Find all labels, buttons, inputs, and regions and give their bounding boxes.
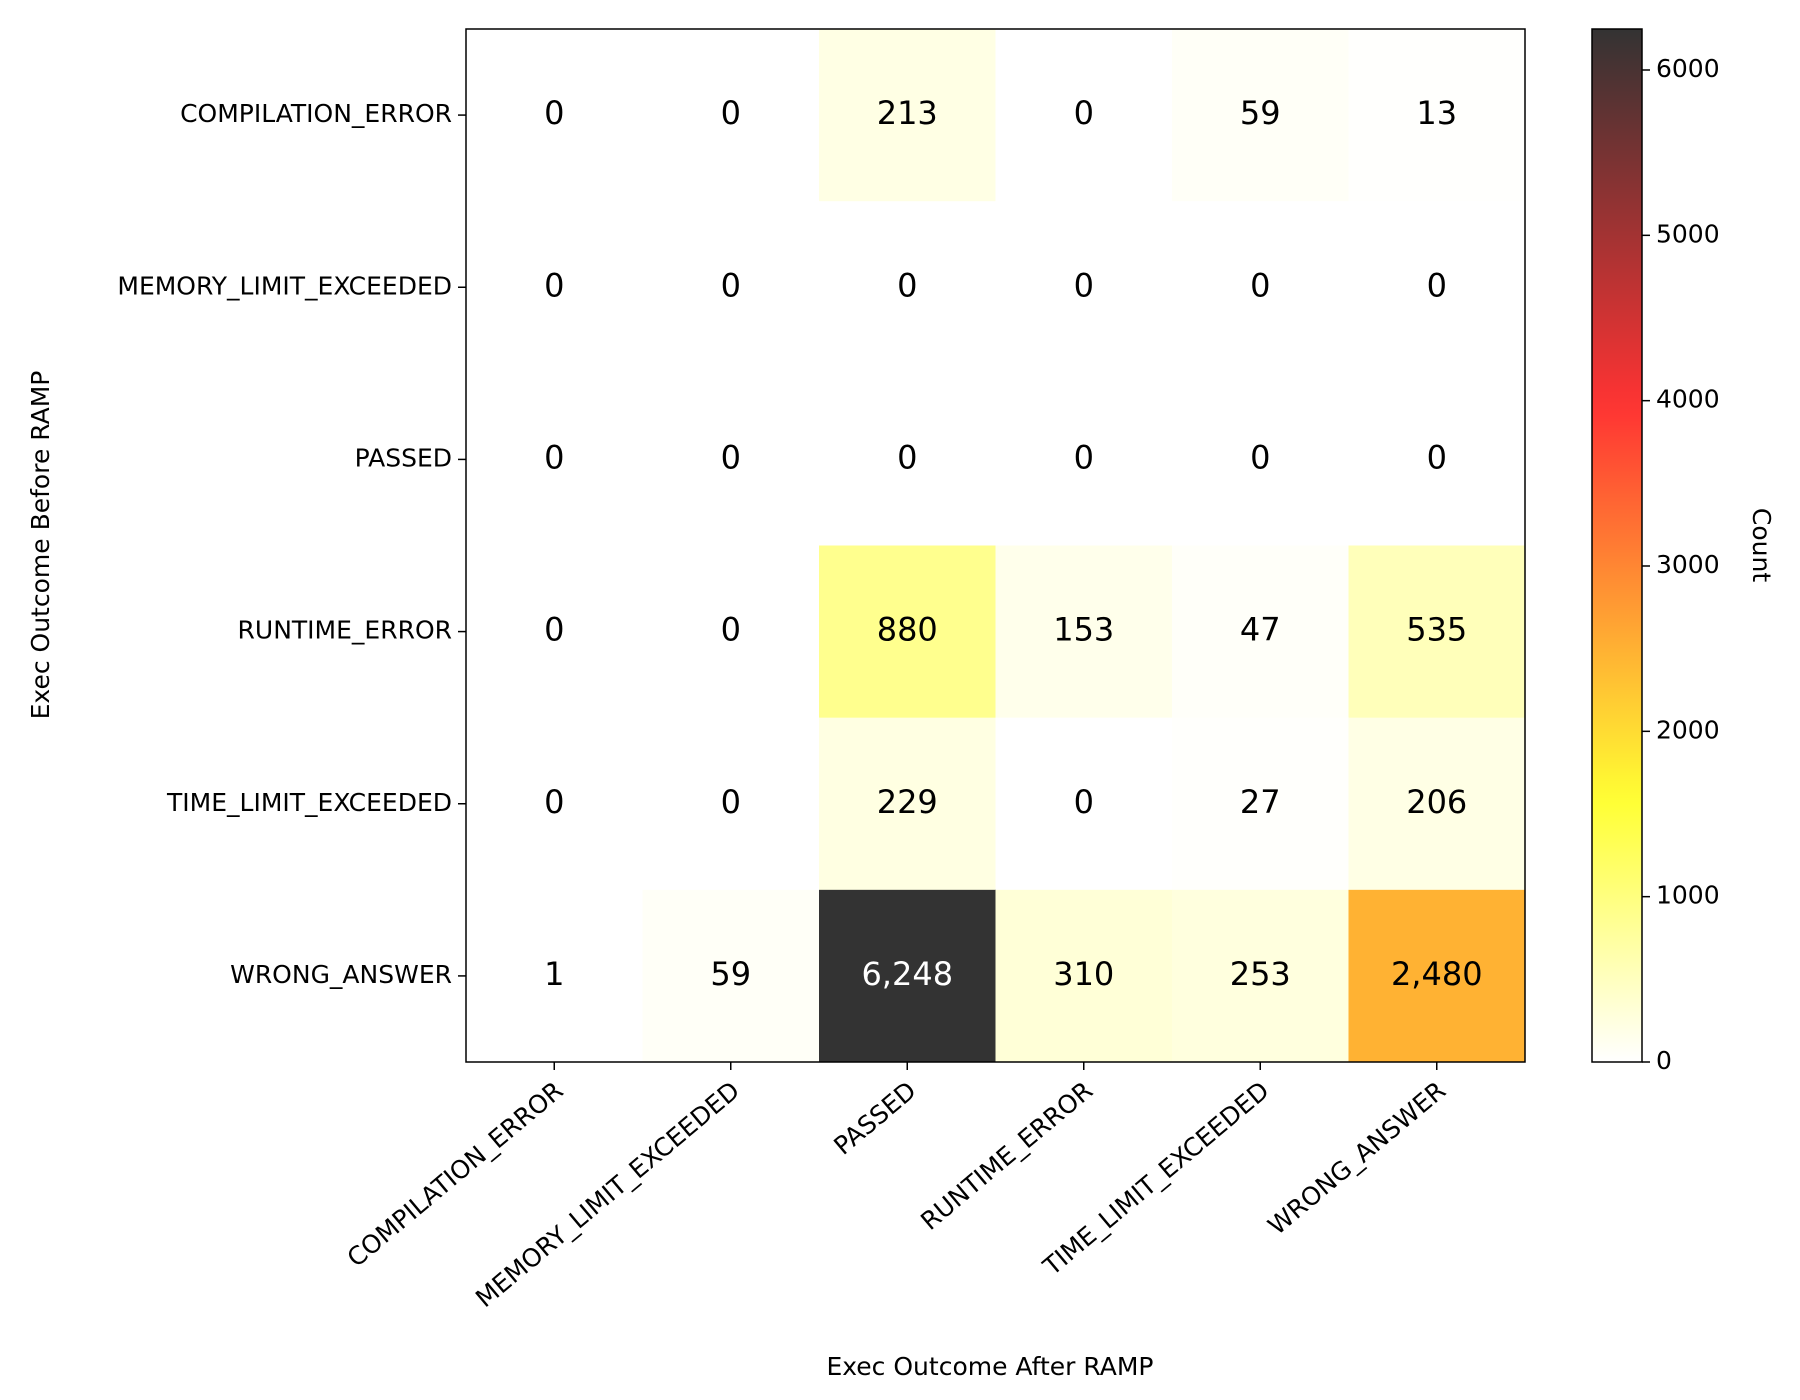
heatmap-cell: [642, 201, 820, 374]
cell-label: 47: [1240, 611, 1281, 649]
heatmap-cell: [466, 201, 643, 374]
colorbar: [1591, 28, 1643, 1063]
heatmap-cell: [642, 545, 820, 719]
cell-label: 0: [721, 611, 741, 649]
heatmap-cell: [995, 29, 1173, 202]
heatmap-cell: [1172, 889, 1349, 1063]
x-tick-label: RUNTIME_ERROR: [915, 1076, 1098, 1236]
cell-label: 0: [1250, 438, 1270, 476]
colorbar-tick-label: 4000: [1656, 385, 1720, 414]
cell-label: 0: [897, 438, 917, 476]
cell-label: 0: [1427, 438, 1447, 476]
heatmap-cell: [1348, 201, 1526, 374]
x-axis-title: Exec Outcome After RAMP: [826, 1352, 1153, 1381]
y-tick-label: COMPILATION_ERROR: [180, 99, 452, 128]
colorbar-tick-label: 2000: [1656, 715, 1720, 744]
cell-label: 229: [877, 783, 938, 821]
colorbar-tick-label: 1000: [1656, 881, 1720, 910]
x-tick-label: PASSED: [828, 1076, 921, 1161]
cell-label: 253: [1230, 955, 1291, 993]
cell-label: 0: [544, 783, 564, 821]
cell-label: 535: [1406, 611, 1467, 649]
heatmap-cell: [1172, 545, 1349, 719]
heatmap-cell: [819, 29, 996, 202]
cell-label: 27: [1240, 783, 1281, 821]
y-tick-label: TIME_LIMIT_EXCEEDED: [166, 788, 452, 817]
cell-label: 0: [1074, 438, 1094, 476]
cell-label: 0: [544, 94, 564, 132]
colorbar-label: Count: [1747, 508, 1776, 582]
heatmap-cell: [466, 717, 643, 891]
plot-frame: [465, 28, 1526, 1063]
cell-label: 0: [721, 783, 741, 821]
heatmap-cell: [642, 889, 820, 1063]
colorbar-tick-label: 6000: [1656, 54, 1720, 83]
heatmap-cell: [1348, 889, 1526, 1063]
cell-label: 0: [721, 438, 741, 476]
colorbar-tick-label: 3000: [1656, 550, 1720, 579]
cell-label: 310: [1053, 955, 1114, 993]
heatmap-cell: [466, 29, 643, 202]
heatmap-cell: [466, 545, 643, 719]
cell-label: 13: [1416, 94, 1457, 132]
cell-label: 0: [1074, 783, 1094, 821]
cell-label: 0: [544, 611, 564, 649]
colorbar-tick-label: 5000: [1656, 219, 1720, 248]
heatmap-cell: [1172, 29, 1349, 202]
cell-label: 59: [710, 955, 751, 993]
heatmap-cell: [1348, 373, 1526, 546]
heatmap-cell: [466, 889, 643, 1063]
heatmap-cell: [642, 717, 820, 891]
heatmap-cell: [995, 889, 1173, 1063]
heatmap-cell: [819, 201, 996, 374]
cell-label: 0: [1250, 266, 1270, 304]
y-tick-label: WRONG_ANSWER: [230, 960, 452, 989]
heatmap-cell: [1172, 201, 1349, 374]
heatmap-cell: [995, 545, 1173, 719]
heatmap-cell: [819, 889, 996, 1063]
cell-label: 59: [1240, 94, 1281, 132]
y-tick-label: RUNTIME_ERROR: [238, 616, 452, 645]
heatmap-cell: [819, 717, 996, 891]
heatmap-cell: [642, 29, 820, 202]
cell-label: 0: [721, 94, 741, 132]
heatmap-cell: [642, 373, 820, 546]
cell-label: 206: [1406, 783, 1467, 821]
y-tick-label: MEMORY_LIMIT_EXCEEDED: [117, 271, 452, 300]
cell-label: 0: [1074, 94, 1094, 132]
heatmap-cell: [1348, 545, 1526, 719]
cell-label: 1: [544, 955, 564, 993]
heatmap-cell: [1348, 29, 1526, 202]
y-axis-title: Exec Outcome Before RAMP: [26, 371, 55, 720]
cell-label: 0: [544, 266, 564, 304]
heatmap-cell: [995, 373, 1173, 546]
cell-label: 0: [721, 266, 741, 304]
heatmap-cell: [819, 545, 996, 719]
cell-label: 213: [877, 94, 938, 132]
cell-label: 2,480: [1391, 955, 1483, 993]
cell-label: 153: [1053, 611, 1114, 649]
y-tick-label: PASSED: [355, 443, 452, 472]
x-tick-label: WRONG_ANSWER: [1262, 1076, 1451, 1241]
heatmap-cell: [1172, 373, 1349, 546]
heatmap-cell: [995, 201, 1173, 374]
heatmap-cell: [995, 717, 1173, 891]
heatmap-cell: [466, 373, 643, 546]
heatmap-cell: [819, 373, 996, 546]
cell-label: 0: [1074, 266, 1094, 304]
heatmap-cell: [1348, 717, 1526, 891]
cell-label: 0: [544, 438, 564, 476]
cell-label: 0: [897, 266, 917, 304]
cell-label: 0: [1427, 266, 1447, 304]
heatmap-cell: [1172, 717, 1349, 891]
cell-label: 6,248: [861, 955, 953, 993]
colorbar-tick-label: 0: [1656, 1046, 1672, 1075]
cell-label: 880: [877, 611, 938, 649]
